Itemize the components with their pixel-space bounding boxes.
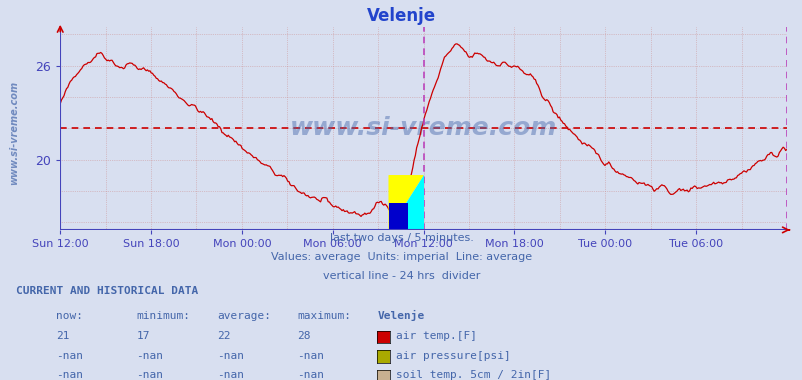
Text: -nan: -nan <box>217 351 244 361</box>
Text: air temp.[F]: air temp.[F] <box>395 331 476 341</box>
Text: -nan: -nan <box>136 370 164 380</box>
Polygon shape <box>388 175 423 230</box>
Text: last two days / 5 minutes.: last two days / 5 minutes. <box>329 233 473 243</box>
Text: -nan: -nan <box>217 370 244 380</box>
Text: -nan: -nan <box>136 351 164 361</box>
Text: CURRENT AND HISTORICAL DATA: CURRENT AND HISTORICAL DATA <box>16 287 198 296</box>
Text: -nan: -nan <box>297 370 324 380</box>
Text: now:: now: <box>56 311 83 321</box>
Polygon shape <box>388 175 423 230</box>
Text: 22: 22 <box>217 331 230 341</box>
Text: air pressure[psi]: air pressure[psi] <box>395 351 510 361</box>
Text: average:: average: <box>217 311 270 321</box>
Text: Velenje: Velenje <box>377 310 424 321</box>
Polygon shape <box>406 175 423 230</box>
Text: -nan: -nan <box>56 370 83 380</box>
Text: 28: 28 <box>297 331 310 341</box>
Text: 17: 17 <box>136 331 150 341</box>
Text: www.si-vreme.com: www.si-vreme.com <box>10 81 19 185</box>
Bar <box>388 203 407 230</box>
Text: maximum:: maximum: <box>297 311 350 321</box>
Text: soil temp. 5cm / 2in[F]: soil temp. 5cm / 2in[F] <box>395 370 550 380</box>
Text: minimum:: minimum: <box>136 311 190 321</box>
Text: 21: 21 <box>56 331 70 341</box>
Text: vertical line - 24 hrs  divider: vertical line - 24 hrs divider <box>322 271 480 281</box>
Text: -nan: -nan <box>297 351 324 361</box>
Text: Velenje: Velenje <box>367 7 435 25</box>
Text: -nan: -nan <box>56 351 83 361</box>
Polygon shape <box>388 175 423 230</box>
Text: www.si-vreme.com: www.si-vreme.com <box>290 116 557 140</box>
Text: Values: average  Units: imperial  Line: average: Values: average Units: imperial Line: av… <box>270 252 532 262</box>
